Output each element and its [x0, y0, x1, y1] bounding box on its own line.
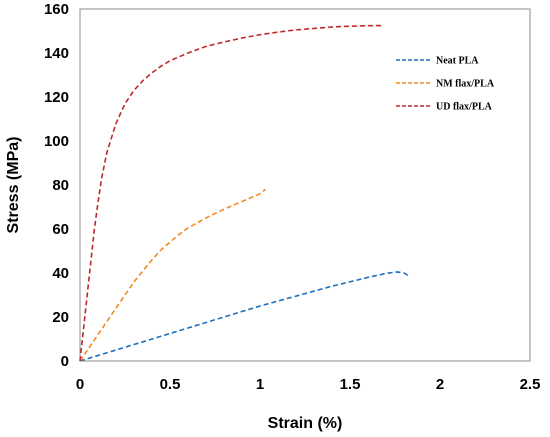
- series-line-nm-flax-pla: [79, 188, 266, 362]
- y-tick-label: 60: [52, 221, 69, 238]
- y-tick-label: 140: [44, 45, 69, 62]
- legend-label: UD flax/PLA: [436, 102, 493, 113]
- x-tick-label: 1.5: [340, 376, 361, 393]
- y-tick-label: 80: [52, 177, 69, 194]
- y-tick-label: 0: [61, 353, 69, 370]
- legend: Neat PLA NM flax/PLA UD flax/PLA: [396, 56, 495, 113]
- x-tick-label: 0.5: [160, 376, 181, 393]
- y-tick-label: 20: [52, 309, 69, 326]
- y-tick-label: 40: [52, 265, 69, 282]
- x-axis-title: Strain (%): [268, 415, 343, 432]
- x-tick-label: 0: [76, 376, 84, 393]
- y-axis-title: Stress (MPa): [5, 137, 22, 234]
- x-tick-label: 2.5: [520, 376, 541, 393]
- series-line-neat-pla: [79, 271, 410, 362]
- y-tick-label: 100: [44, 133, 69, 150]
- legend-label: NM flax/PLA: [436, 79, 495, 90]
- x-tick-label: 1: [256, 376, 264, 393]
- y-tick-label: 160: [44, 1, 69, 18]
- plot-area: [79, 8, 531, 362]
- x-tick-label: 2: [436, 376, 444, 393]
- y-tick-label: 120: [44, 89, 69, 106]
- series-line-ud-flax-pla: [79, 24, 383, 362]
- legend-label: Neat PLA: [436, 56, 479, 67]
